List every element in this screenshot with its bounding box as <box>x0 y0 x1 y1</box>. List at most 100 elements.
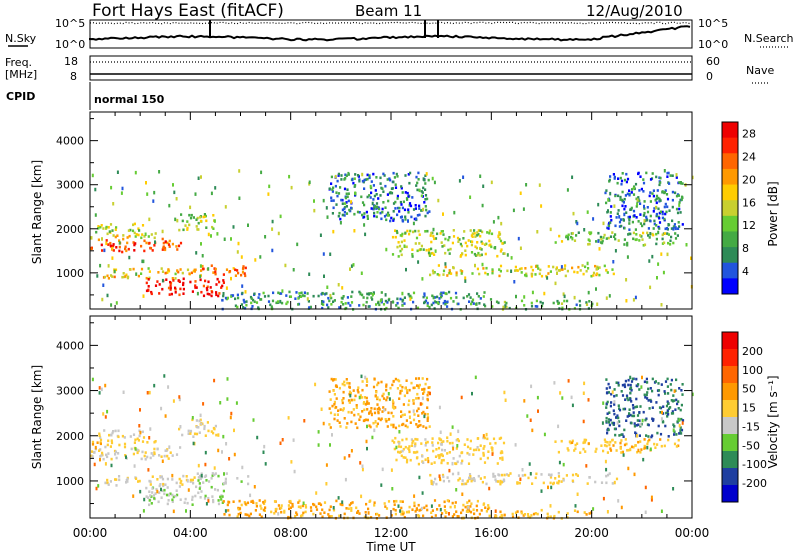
data-cell <box>532 512 536 516</box>
data-cell <box>141 430 144 434</box>
data-cell <box>255 301 259 304</box>
data-cell <box>567 233 570 237</box>
data-cell <box>648 236 651 239</box>
data-cell <box>363 178 366 182</box>
data-cell <box>197 476 200 479</box>
data-cell <box>674 408 677 411</box>
data-cell <box>174 494 177 498</box>
data-cell <box>624 205 627 208</box>
data-cell <box>386 425 389 428</box>
data-cell <box>603 264 606 268</box>
data-cell <box>498 274 501 278</box>
data-cell <box>434 477 437 481</box>
data-cell <box>474 235 477 238</box>
data-cell <box>530 265 533 269</box>
data-cell <box>666 385 669 388</box>
data-cell <box>182 281 185 285</box>
data-cell <box>434 296 437 299</box>
data-cell <box>574 443 577 447</box>
data-cell <box>401 385 404 389</box>
data-cell <box>560 240 564 243</box>
data-cell <box>109 244 112 248</box>
data-cell <box>139 489 142 494</box>
data-cell <box>636 419 639 422</box>
data-cell <box>469 475 472 478</box>
data-cell <box>173 190 176 195</box>
data-cell <box>391 301 395 304</box>
data-cell <box>606 391 609 394</box>
colorbar-tick-label: -100 <box>742 458 767 471</box>
data-cell <box>126 236 129 239</box>
data-cell <box>587 442 590 445</box>
data-cell <box>678 203 681 207</box>
data-cell <box>673 433 676 436</box>
data-cell <box>625 278 628 282</box>
data-cell <box>210 234 212 238</box>
data-cell <box>278 507 281 510</box>
data-cell <box>175 489 178 492</box>
data-cell <box>376 403 379 406</box>
data-cell <box>652 210 655 213</box>
data-cell <box>191 495 194 499</box>
data-cell <box>521 468 524 472</box>
data-cell <box>146 441 149 444</box>
data-cell <box>631 220 634 224</box>
data-cell <box>344 477 347 482</box>
data-cell <box>440 461 443 465</box>
data-cell <box>129 228 132 232</box>
data-cell <box>642 214 645 217</box>
data-cell <box>222 294 225 298</box>
data-cell <box>104 415 107 419</box>
data-cell <box>147 289 150 292</box>
data-cell <box>177 279 180 282</box>
data-cell <box>185 475 188 478</box>
data-cell <box>431 441 434 444</box>
data-cell <box>368 194 371 197</box>
data-cell <box>164 248 167 252</box>
data-cell <box>466 451 469 455</box>
data-cell <box>285 302 288 306</box>
data-cell <box>495 515 498 518</box>
data-cell <box>424 438 427 441</box>
data-cell <box>136 451 139 455</box>
data-cell <box>140 236 143 240</box>
data-cell <box>350 200 353 204</box>
data-cell <box>157 500 160 504</box>
data-cell <box>215 433 218 437</box>
data-cell <box>426 440 429 444</box>
data-cell <box>275 507 278 511</box>
data-cell <box>649 447 652 451</box>
data-cell <box>99 225 102 229</box>
data-cell <box>677 194 680 197</box>
data-cell <box>204 474 208 477</box>
data-cell <box>395 458 398 462</box>
data-cell <box>125 455 127 459</box>
data-cell <box>207 429 210 433</box>
data-cell <box>414 229 417 233</box>
data-cell <box>169 280 172 284</box>
data-cell <box>221 495 224 498</box>
data-cell <box>626 396 629 400</box>
data-cell <box>608 386 611 389</box>
data-cell <box>396 378 400 382</box>
data-cell <box>412 402 415 405</box>
data-cell <box>321 306 324 310</box>
data-region <box>145 277 225 298</box>
data-cell <box>291 505 294 508</box>
data-cell <box>388 177 391 180</box>
data-cell <box>426 197 429 201</box>
data-cell <box>671 198 674 202</box>
data-cell <box>556 299 559 303</box>
data-cell <box>174 217 177 222</box>
data-cell <box>498 231 501 234</box>
data-cell <box>195 251 198 255</box>
data-cell <box>530 301 533 305</box>
data-cell <box>345 507 348 510</box>
data-cell <box>609 191 612 196</box>
data-cell <box>405 267 407 272</box>
data-cell <box>426 417 429 420</box>
data-cell <box>103 275 106 279</box>
data-cell <box>258 513 261 516</box>
data-cell <box>344 302 347 305</box>
data-cell <box>623 197 626 201</box>
